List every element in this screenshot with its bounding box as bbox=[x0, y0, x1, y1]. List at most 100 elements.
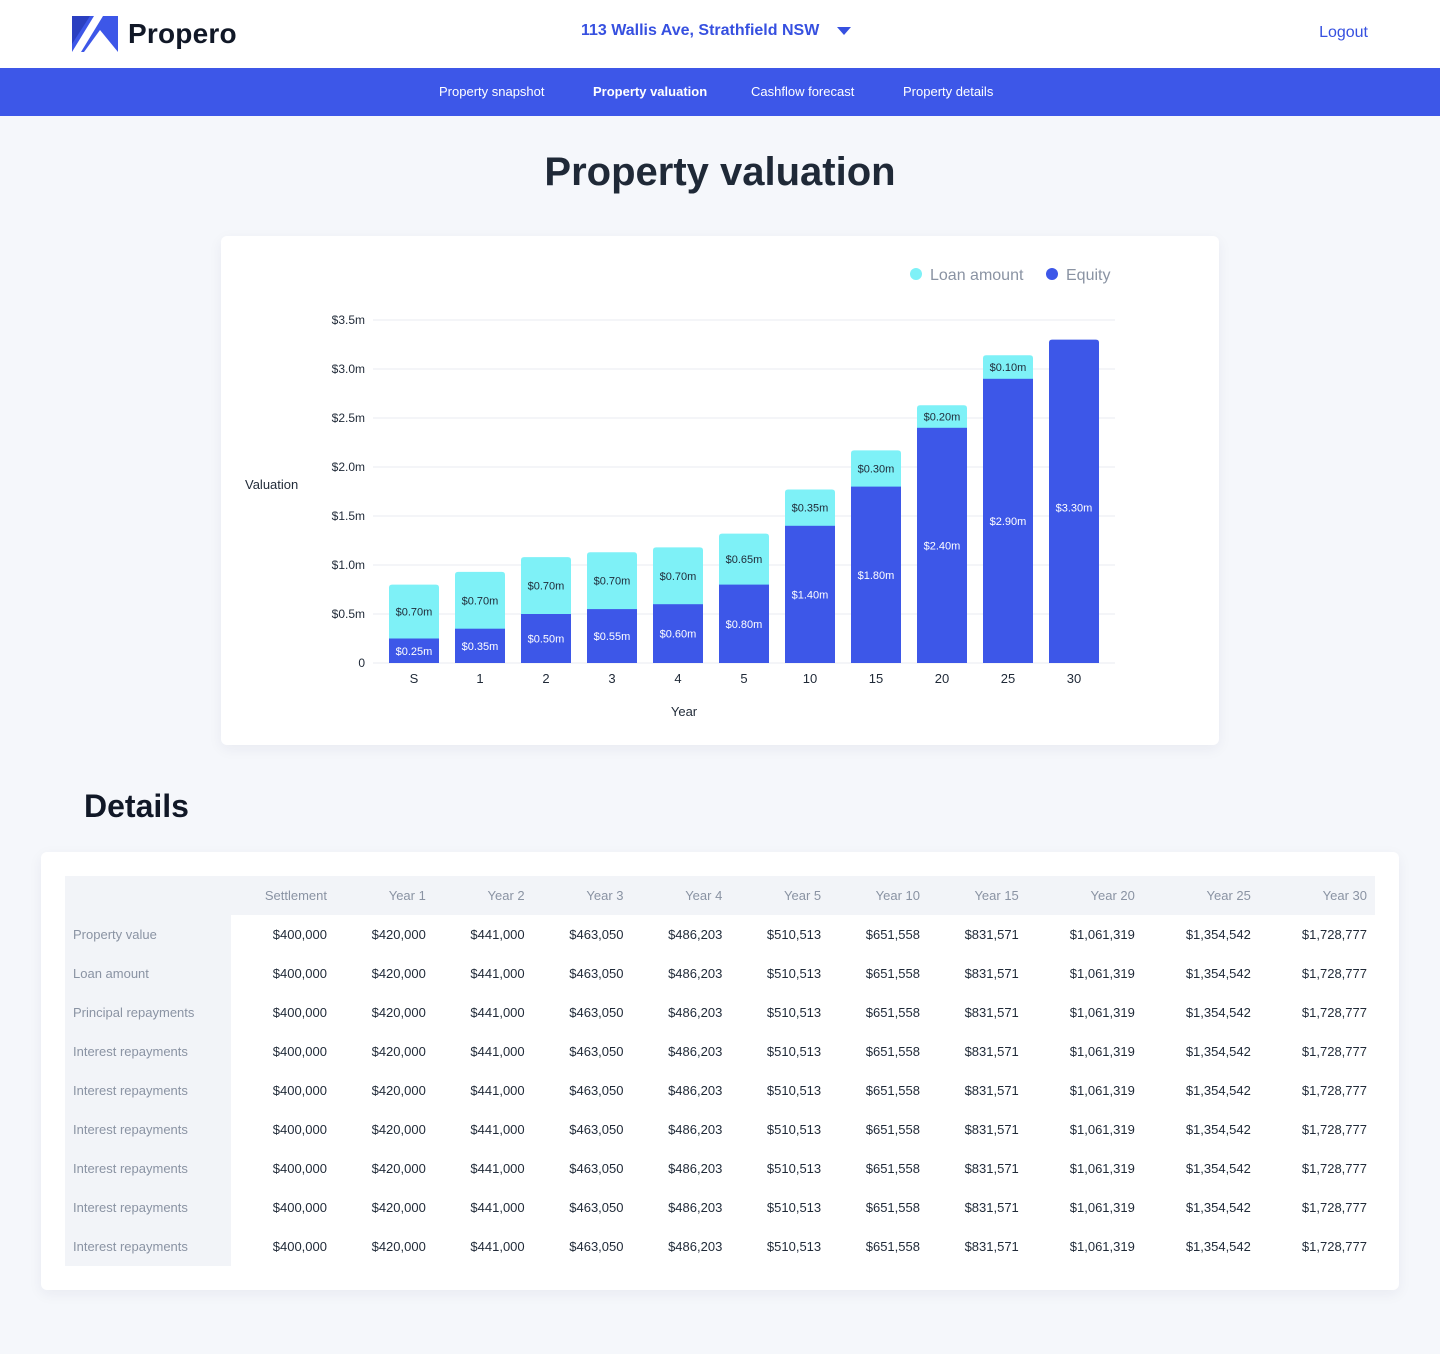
table-cell: $1,728,777 bbox=[1301, 1044, 1367, 1059]
table-cell: $510,513 bbox=[766, 1161, 822, 1176]
column-header: Year 30 bbox=[1258, 876, 1375, 915]
table-cell: $420,000 bbox=[371, 1122, 426, 1137]
x-tick-label: S bbox=[410, 671, 419, 686]
x-axis-label: Year bbox=[671, 704, 698, 719]
table-cell: $1,061,319 bbox=[1069, 1161, 1135, 1176]
table-cell: $1,061,319 bbox=[1069, 1083, 1135, 1098]
table-cell: $486,203 bbox=[668, 1239, 723, 1254]
chevron-down-icon bbox=[837, 27, 852, 35]
loan-bar-label: $0.35m bbox=[792, 503, 829, 515]
equity-bar bbox=[1049, 339, 1099, 663]
loan-bar bbox=[785, 489, 835, 528]
legend-swatch-loan-amount bbox=[910, 268, 922, 280]
tab-cashflow-forecast[interactable]: Cashflow forecast bbox=[751, 84, 855, 99]
column-header: Year 2 bbox=[433, 876, 533, 915]
table-header-empty bbox=[65, 876, 231, 915]
table-cell: $510,513 bbox=[766, 1200, 822, 1215]
table-cell: $441,000 bbox=[470, 1161, 525, 1176]
table-cell: $1,061,319 bbox=[1069, 1239, 1135, 1254]
equity-bar bbox=[455, 628, 505, 663]
table-cell: $1,354,542 bbox=[1185, 1239, 1251, 1254]
table-cell: $486,203 bbox=[668, 1005, 723, 1020]
table-cell: $831,571 bbox=[964, 1161, 1019, 1176]
table-cell: $400,000 bbox=[272, 1044, 327, 1059]
table-cell: $441,000 bbox=[470, 1083, 525, 1098]
table-cell: $486,203 bbox=[668, 966, 723, 981]
column-header: Year 15 bbox=[927, 876, 1027, 915]
property-address-dropdown[interactable]: 113 Wallis Ave, Strathfield NSW bbox=[581, 22, 852, 40]
table-cell: $651,558 bbox=[865, 966, 920, 981]
table-cell: $1,728,777 bbox=[1301, 1161, 1367, 1176]
table-cell: $486,203 bbox=[668, 927, 723, 942]
column-header: Year 3 bbox=[532, 876, 632, 915]
table-cell: $651,558 bbox=[865, 927, 920, 942]
equity-bar-label: $2.90m bbox=[990, 516, 1027, 528]
x-tick-label: 1 bbox=[476, 671, 483, 686]
propero-logo-icon bbox=[72, 16, 118, 52]
table-cell: $486,203 bbox=[668, 1083, 723, 1098]
equity-bar-label: $3.30m bbox=[1056, 503, 1093, 515]
brand-logo[interactable]: Propero bbox=[72, 16, 237, 52]
table-cell: $441,000 bbox=[470, 1200, 525, 1215]
table-cell: $1,728,777 bbox=[1301, 927, 1367, 942]
table-cell: $441,000 bbox=[470, 1239, 525, 1254]
table-cell: $441,000 bbox=[470, 1044, 525, 1059]
table-cell: $651,558 bbox=[865, 1044, 920, 1059]
table-cell: $651,558 bbox=[865, 1239, 920, 1254]
table-cell: $420,000 bbox=[371, 1005, 426, 1020]
y-tick-label: $1.0m bbox=[332, 558, 365, 572]
x-tick-label: 10 bbox=[803, 671, 817, 686]
equity-bar-label: $1.40m bbox=[792, 589, 829, 601]
loan-bar bbox=[389, 584, 439, 641]
table-cell: $831,571 bbox=[964, 1044, 1019, 1059]
equity-bar bbox=[719, 584, 769, 663]
row-label: Interest repayments bbox=[65, 1071, 231, 1110]
loan-bar bbox=[983, 355, 1033, 381]
column-header: Year 1 bbox=[335, 876, 434, 915]
property-address: 113 Wallis Ave, Strathfield NSW bbox=[581, 22, 820, 39]
table-cell: $1,728,777 bbox=[1301, 1005, 1367, 1020]
table-row: Interest repayments $400,000 $420,000 $441,… bbox=[65, 1188, 1375, 1227]
table-cell: $420,000 bbox=[371, 1083, 426, 1098]
tab-property-details[interactable]: Property details bbox=[903, 84, 994, 99]
logout-link[interactable]: Logout bbox=[1319, 24, 1368, 41]
row-label: Interest repayments bbox=[65, 1149, 231, 1188]
table-cell: $400,000 bbox=[272, 1122, 327, 1137]
table-cell: $420,000 bbox=[371, 1200, 426, 1215]
equity-bar bbox=[521, 614, 571, 663]
table-cell: $400,000 bbox=[272, 1239, 327, 1254]
table-cell: $1,354,542 bbox=[1185, 927, 1251, 942]
table-cell: $1,354,542 bbox=[1185, 1161, 1251, 1176]
loan-bar bbox=[587, 552, 637, 612]
loan-bar bbox=[455, 571, 505, 631]
table-cell: $463,050 bbox=[569, 1005, 624, 1020]
equity-bar bbox=[983, 378, 1033, 663]
equity-bar-label: $0.25m bbox=[396, 646, 433, 658]
table-header-row: Settlement Year 1 Year 2 Year 3 Year 4 Year 5… bbox=[65, 876, 1375, 915]
table-cell: $510,513 bbox=[766, 1239, 822, 1254]
y-tick-label: 0 bbox=[358, 656, 365, 670]
table-cell: $420,000 bbox=[371, 1239, 426, 1254]
table-cell: $1,728,777 bbox=[1301, 966, 1367, 981]
tab-property-snapshot[interactable]: Property snapshot bbox=[439, 84, 545, 99]
table-cell: $463,050 bbox=[569, 1200, 624, 1215]
loan-bar-label: $0.70m bbox=[396, 607, 433, 619]
x-tick-label: 2 bbox=[542, 671, 549, 686]
table-cell: $831,571 bbox=[964, 1200, 1019, 1215]
table-cell: $510,513 bbox=[766, 1122, 822, 1137]
equity-bar-label: $0.60m bbox=[660, 629, 697, 641]
table-cell: $510,513 bbox=[766, 927, 822, 942]
tab-property-valuation[interactable]: Property valuation bbox=[593, 84, 708, 99]
table-cell: $441,000 bbox=[470, 1122, 525, 1137]
table-cell: $463,050 bbox=[569, 1161, 624, 1176]
x-tick-label: 3 bbox=[608, 671, 615, 686]
details-table: Settlement Year 1 Year 2 Year 3 Year 4 Year 5… bbox=[65, 876, 1375, 1266]
row-label: Property value bbox=[65, 915, 231, 954]
row-label: Interest repayments bbox=[65, 1188, 231, 1227]
equity-bar-label: $2.40m bbox=[924, 540, 961, 552]
table-cell: $486,203 bbox=[668, 1122, 723, 1137]
table-cell: $1,061,319 bbox=[1069, 1005, 1135, 1020]
column-header: Year 25 bbox=[1142, 876, 1259, 915]
table-cell: $510,513 bbox=[766, 1044, 822, 1059]
column-header: Settlement bbox=[231, 876, 335, 915]
